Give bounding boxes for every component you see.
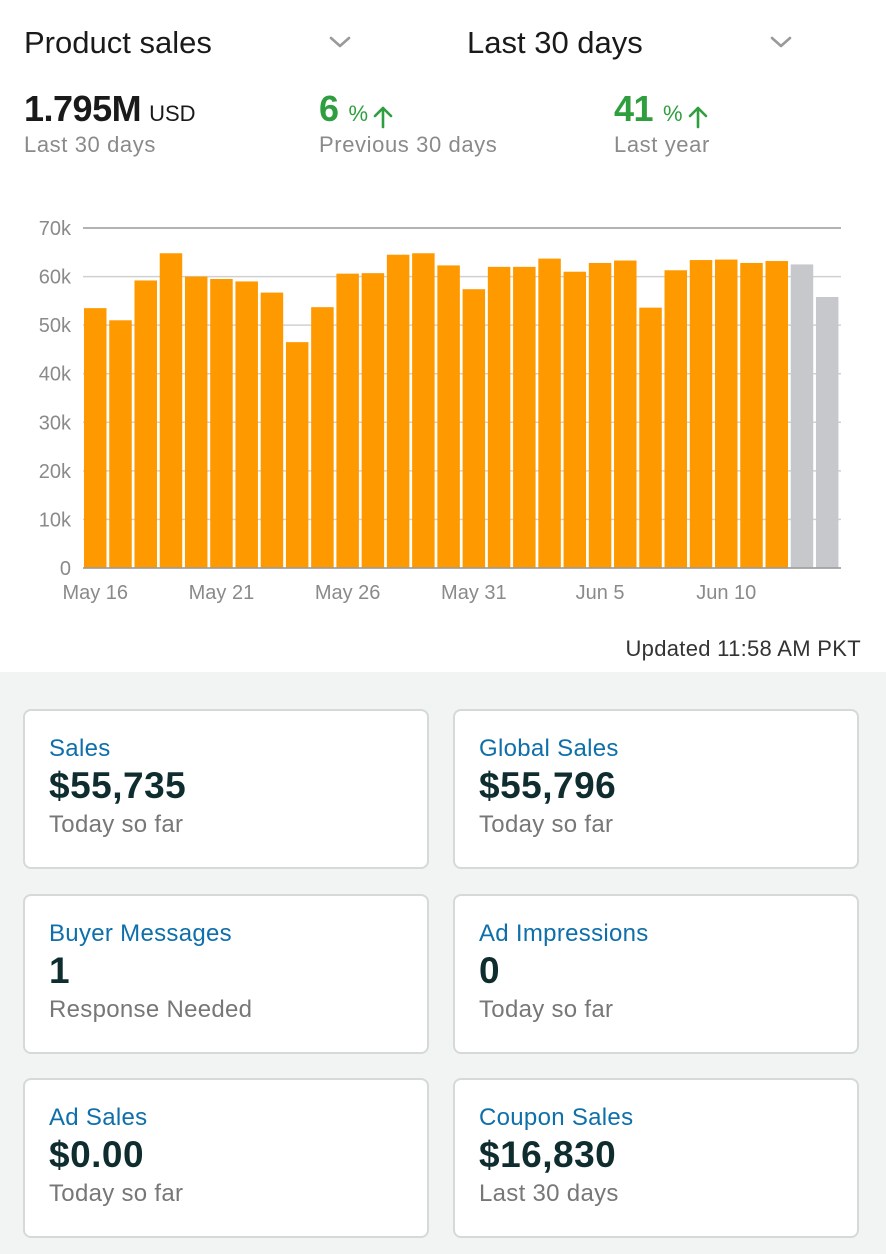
bar[interactable]	[235, 281, 258, 568]
x-tick-label: May 26	[315, 582, 381, 604]
card-subtitle: Today so far	[479, 811, 614, 838]
previous-change-value: 6	[319, 88, 339, 129]
metric-dropdown-label: Product sales	[24, 25, 212, 60]
card-subtitle: Response Needed	[49, 996, 253, 1023]
card-title: Ad Impressions	[479, 920, 649, 947]
range-dropdown-label: Last 30 days	[467, 25, 643, 60]
bar[interactable]	[538, 258, 561, 568]
card-global-sales[interactable]: Global Sales $55,796 Today so far	[453, 709, 859, 869]
sales-bar-chart[interactable]: 0 10k 20k 30k 40k 50k 60k 70k May 16 May 21 May 26…	[0, 200, 886, 620]
bar[interactable]	[412, 253, 435, 568]
bar[interactable]	[588, 262, 612, 568]
bar[interactable]	[437, 265, 460, 568]
card-title: Buyer Messages	[49, 920, 232, 947]
bar[interactable]	[513, 266, 536, 568]
bar[interactable]	[715, 259, 738, 568]
bar[interactable]	[361, 273, 385, 568]
y-tick-label: 30k	[39, 412, 72, 434]
x-tick-label: Jun 10	[696, 582, 756, 604]
total-sales-metric: 1.795M USD Last 30 days	[24, 88, 196, 158]
y-tick-label: 20k	[39, 461, 72, 483]
card-subtitle: Today so far	[49, 1180, 184, 1207]
card-value: $0.00	[49, 1134, 145, 1175]
card-subtitle: Last 30 days	[479, 1180, 619, 1207]
bar[interactable]	[159, 253, 183, 568]
bar[interactable]	[84, 308, 107, 568]
bar[interactable]	[260, 292, 284, 568]
bar[interactable]	[487, 266, 511, 568]
total-sales-caption: Last 30 days	[24, 132, 156, 157]
x-tick-label: May 31	[441, 582, 507, 604]
y-tick-label: 40k	[39, 364, 72, 386]
card-title: Coupon Sales	[479, 1104, 634, 1131]
total-sales-value: 1.795M	[24, 88, 142, 129]
total-sales-unit: USD	[149, 101, 196, 126]
card-sales[interactable]: Sales $55,735 Today so far	[23, 709, 429, 869]
card-title: Global Sales	[479, 735, 619, 762]
bar[interactable]	[109, 320, 132, 568]
bar[interactable]	[689, 260, 713, 568]
bar[interactable]	[210, 279, 233, 568]
bar[interactable]	[386, 254, 410, 568]
y-tick-label: 60k	[39, 267, 72, 289]
previous-change-unit: %	[348, 101, 369, 126]
y-tick-label: 10k	[39, 509, 72, 531]
card-value: $16,830	[479, 1134, 617, 1175]
bar[interactable]	[285, 342, 309, 568]
bar[interactable]	[664, 270, 688, 568]
year-change-caption: Last year	[614, 132, 710, 157]
x-tick-label: Jun 5	[576, 582, 625, 604]
card-buyer-messages[interactable]: Buyer Messages 1 Response Needed	[23, 894, 429, 1054]
bar[interactable]	[740, 262, 763, 568]
arrow-up-icon	[373, 106, 393, 129]
chevron-down-icon	[770, 36, 792, 48]
card-value: $55,735	[49, 765, 187, 806]
y-tick-label: 50k	[39, 315, 72, 337]
card-ad-sales[interactable]: Ad Sales $0.00 Today so far	[23, 1078, 429, 1238]
bar[interactable]	[614, 260, 637, 568]
x-tick-label: May 16	[62, 582, 128, 604]
metric-dropdown[interactable]: Product sales	[24, 22, 354, 64]
y-tick-label: 70k	[39, 218, 72, 240]
bar[interactable]	[790, 264, 814, 568]
card-subtitle: Today so far	[49, 811, 184, 838]
year-change-unit: %	[663, 101, 683, 126]
bar[interactable]	[134, 280, 157, 568]
dashboard-cards: Sales $55,735 Today so far Global Sales …	[0, 672, 886, 1254]
year-change-value: 41	[614, 88, 654, 129]
bar[interactable]	[815, 296, 839, 568]
chevron-down-icon	[329, 36, 351, 48]
sales-summary-panel: Product sales Last 30 days 1.795M USD Las…	[0, 22, 886, 661]
card-title: Sales	[49, 735, 111, 762]
card-value: $55,796	[479, 765, 617, 806]
bar[interactable]	[336, 273, 359, 568]
bar[interactable]	[639, 307, 662, 568]
previous-change-caption: Previous 30 days	[319, 132, 498, 157]
last-year-change: 41% Last year	[614, 88, 710, 158]
y-tick-label: 0	[60, 558, 71, 580]
bar[interactable]	[311, 307, 334, 568]
card-ad-impressions[interactable]: Ad Impressions 0 Today so far	[453, 894, 859, 1054]
card-value: 0	[479, 950, 501, 991]
previous-period-change: 6% Previous 30 days	[319, 88, 497, 158]
card-title: Ad Sales	[49, 1104, 148, 1131]
x-tick-label: May 21	[189, 582, 255, 604]
card-subtitle: Today so far	[479, 996, 614, 1023]
bar[interactable]	[184, 276, 208, 568]
card-coupon-sales[interactable]: Coupon Sales $16,830 Last 30 days	[453, 1078, 859, 1238]
arrow-up-icon	[688, 106, 707, 129]
bar[interactable]	[765, 261, 788, 568]
bar[interactable]	[563, 271, 587, 568]
bar[interactable]	[462, 289, 486, 568]
updated-timestamp: Updated 11:58 AM PKT	[625, 636, 861, 661]
range-dropdown[interactable]: Last 30 days	[467, 22, 797, 64]
card-value: 1	[49, 950, 71, 991]
